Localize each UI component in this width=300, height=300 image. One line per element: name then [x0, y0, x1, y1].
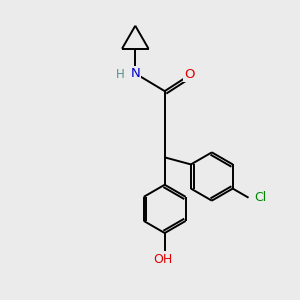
Text: O: O — [184, 68, 195, 81]
Text: N: N — [130, 67, 140, 80]
Text: OH: OH — [154, 253, 173, 266]
Text: Cl: Cl — [254, 191, 266, 204]
Text: H: H — [116, 68, 124, 81]
